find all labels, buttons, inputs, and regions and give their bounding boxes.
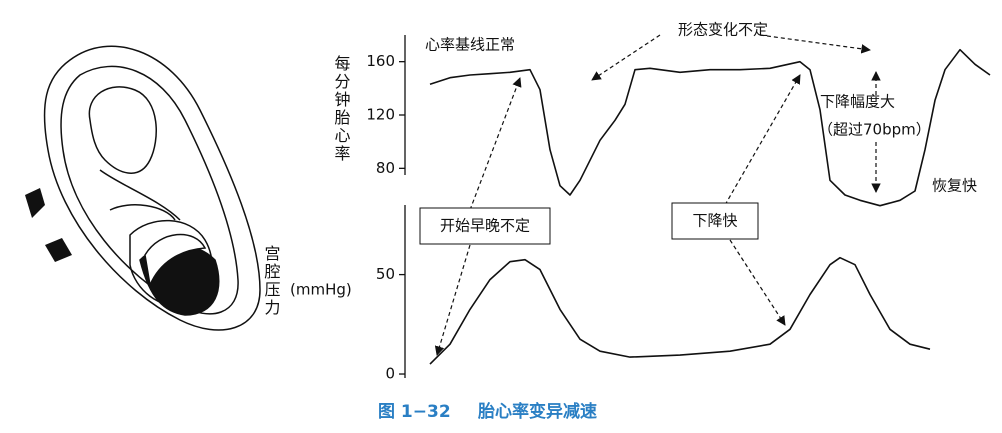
annotation: 下降快 <box>692 212 737 230</box>
fragment <box>45 238 72 262</box>
figure-label: 图 1−32 <box>378 402 451 422</box>
fetus-illustration <box>43 45 261 331</box>
fragment <box>25 188 45 218</box>
annotation-box <box>671 202 759 240</box>
y-tick-label: 160 <box>366 52 395 70</box>
y-axis-label: 宫腔压力 <box>262 245 281 317</box>
annotation: 形态变化不定 <box>678 21 768 39</box>
annotation: 开始早晚不定 <box>440 217 530 235</box>
annotation-box <box>419 207 551 245</box>
annotation: （超过70bpm） <box>818 121 931 139</box>
y-tick-label: 50 <box>376 265 395 283</box>
annotation: 心率基线正常 <box>425 36 515 54</box>
annotation: 恢复快 <box>932 177 977 195</box>
trace-line <box>429 48 991 207</box>
annotation: 下降幅度大 <box>820 93 895 111</box>
y-axis-label: 每分钟胎心率 <box>332 55 351 163</box>
y-tick-label: 0 <box>385 365 395 383</box>
caption: 胎心率变异减速 <box>478 401 597 422</box>
arrows <box>434 34 881 356</box>
y-tick-label: 80 <box>376 159 395 177</box>
y-axis-unit: (mmHg) <box>290 281 352 299</box>
trace-line <box>429 256 931 365</box>
y-tick-label: 120 <box>366 106 395 124</box>
